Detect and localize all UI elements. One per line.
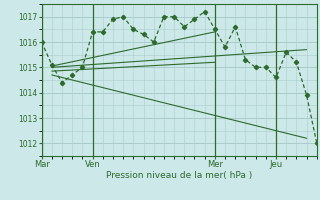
X-axis label: Pression niveau de la mer( hPa ): Pression niveau de la mer( hPa ) [106,171,252,180]
